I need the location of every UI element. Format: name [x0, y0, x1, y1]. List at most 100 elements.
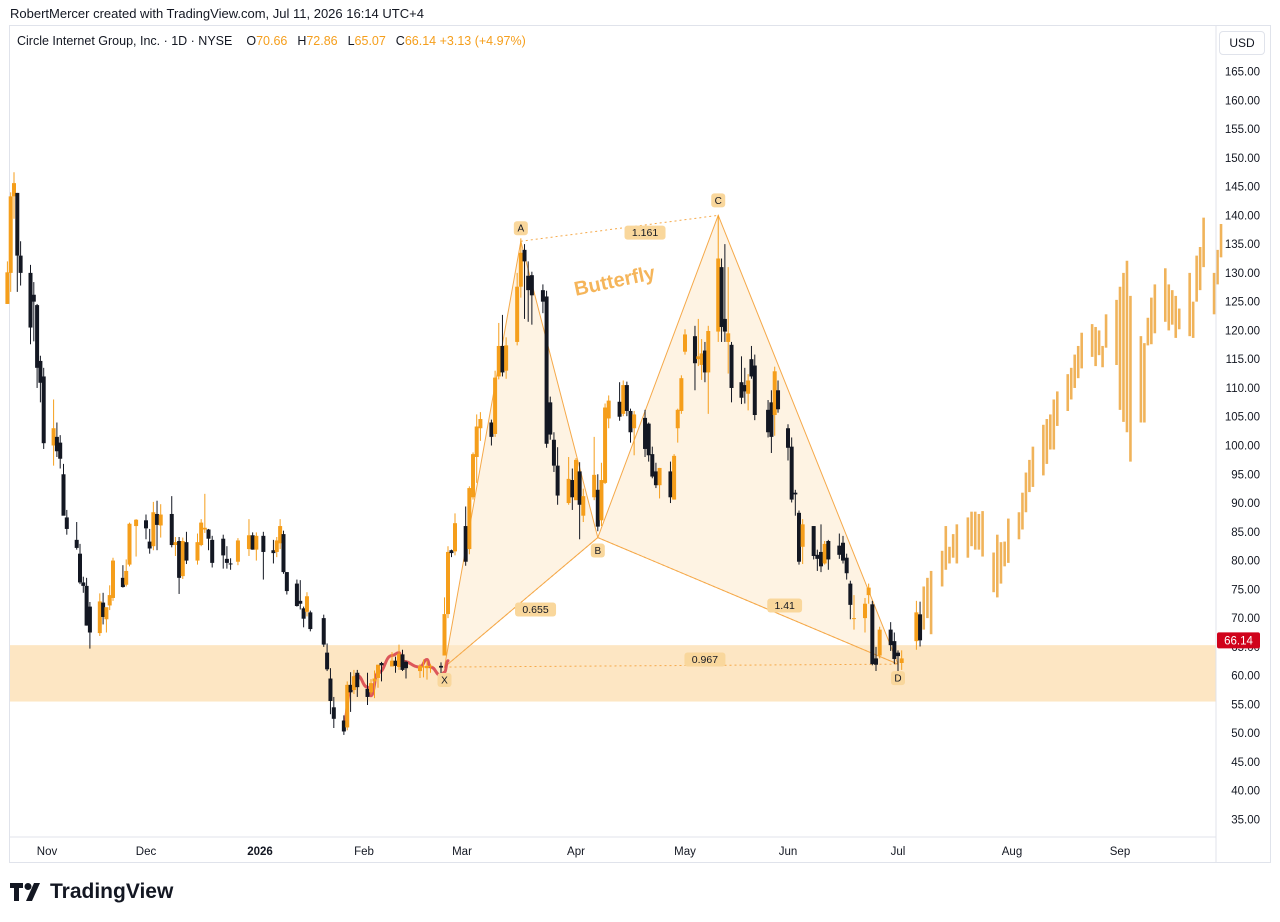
candle-body	[120, 577, 125, 588]
candle-body	[390, 660, 394, 667]
candle	[8, 192, 13, 292]
candle-body	[892, 641, 897, 659]
candle-body	[418, 665, 422, 672]
ratio-text: 0.655	[522, 604, 548, 616]
candle-body	[797, 512, 801, 562]
symbol-legend[interactable]: Circle Internet Group, Inc. · 1D · NYSE …	[17, 34, 526, 48]
pattern-point-X: X	[437, 673, 452, 688]
candle	[581, 488, 586, 523]
candle-body	[866, 587, 871, 596]
candle	[595, 474, 600, 532]
candle-body	[254, 535, 259, 550]
pattern-point-D: D	[891, 671, 905, 686]
y-tick-label: 160.00	[1225, 95, 1260, 107]
candle	[848, 580, 853, 620]
time-axis[interactable]: Nov Dec 2026 Feb Mar Apr May Jun Jul Aug Sep	[10, 836, 1216, 858]
candle-body	[570, 480, 575, 498]
candle	[107, 585, 112, 611]
candle	[206, 528, 211, 551]
candle	[274, 536, 279, 558]
y-tick-label: 115.00	[1226, 354, 1260, 366]
candle	[325, 643, 330, 672]
candle-body	[404, 661, 408, 669]
candle-body	[397, 653, 401, 668]
tradingview-logo[interactable]: TradingView	[10, 880, 173, 904]
candle	[874, 646, 878, 672]
candle	[478, 412, 483, 441]
candle-body	[463, 526, 468, 562]
candle	[372, 670, 377, 699]
candle-body	[848, 583, 853, 605]
candle	[646, 422, 651, 462]
candle	[228, 558, 233, 570]
candle-body	[692, 336, 697, 364]
candle-body	[699, 353, 704, 365]
ratio-label: 1.41	[767, 598, 803, 613]
currency-button[interactable]: USD	[1219, 31, 1265, 55]
candle-body	[766, 409, 771, 433]
price-axis[interactable]: 35.0040.0045.0050.0055.0060.0065.0070.00…	[1215, 26, 1260, 862]
high-label: H	[297, 34, 307, 48]
x-tick-label: May	[674, 846, 696, 858]
candle	[826, 539, 831, 570]
candle	[522, 244, 527, 319]
candle	[144, 514, 148, 540]
candle-body	[914, 612, 919, 642]
candle-body	[127, 523, 132, 565]
candle-body	[365, 688, 370, 697]
candle-body	[442, 614, 447, 656]
candle	[210, 535, 215, 568]
candle	[271, 539, 276, 564]
candle	[766, 400, 771, 438]
candle	[418, 664, 422, 678]
y-tick-label: 120.00	[1225, 325, 1260, 337]
candle-body	[235, 540, 240, 562]
candle	[35, 303, 40, 388]
candle	[5, 261, 10, 304]
candle-body	[111, 560, 115, 598]
candle	[101, 592, 106, 625]
ratio-badge	[515, 602, 557, 617]
candle-body	[606, 400, 611, 419]
candle	[235, 538, 240, 566]
candle-body	[675, 409, 680, 429]
pattern-point-A: A	[513, 221, 528, 236]
support-zone	[10, 645, 1216, 702]
candle-body	[896, 652, 900, 657]
candle	[551, 432, 556, 472]
candle-body	[61, 474, 66, 516]
candle-body	[811, 526, 816, 556]
ratio-label: 0.655	[515, 602, 557, 617]
candle	[421, 659, 426, 678]
candle	[84, 577, 89, 626]
butterfly-pattern	[443, 213, 899, 669]
candle-body	[155, 513, 160, 525]
candle	[151, 501, 156, 551]
point-badge	[437, 673, 452, 688]
candle-body	[769, 402, 774, 437]
candle	[716, 215, 721, 342]
candle-body	[489, 422, 494, 437]
candle	[97, 593, 102, 636]
candle-body	[789, 446, 794, 500]
candle-body	[739, 382, 744, 398]
candle-body	[5, 272, 10, 304]
candle	[896, 650, 900, 672]
pattern-point-B: B	[590, 543, 605, 558]
high-value: 72.86	[306, 34, 338, 48]
candle	[500, 314, 505, 377]
candle	[147, 528, 152, 554]
candle	[120, 565, 125, 588]
candle-body	[331, 707, 336, 719]
candle-body	[199, 522, 204, 546]
candle	[621, 380, 626, 417]
candle	[657, 467, 662, 499]
candle-body	[54, 436, 59, 452]
point-badge	[711, 193, 726, 208]
candle	[278, 519, 283, 550]
candle-body	[643, 417, 648, 449]
candle	[918, 601, 923, 647]
candle	[51, 399, 56, 466]
candle	[793, 489, 798, 516]
